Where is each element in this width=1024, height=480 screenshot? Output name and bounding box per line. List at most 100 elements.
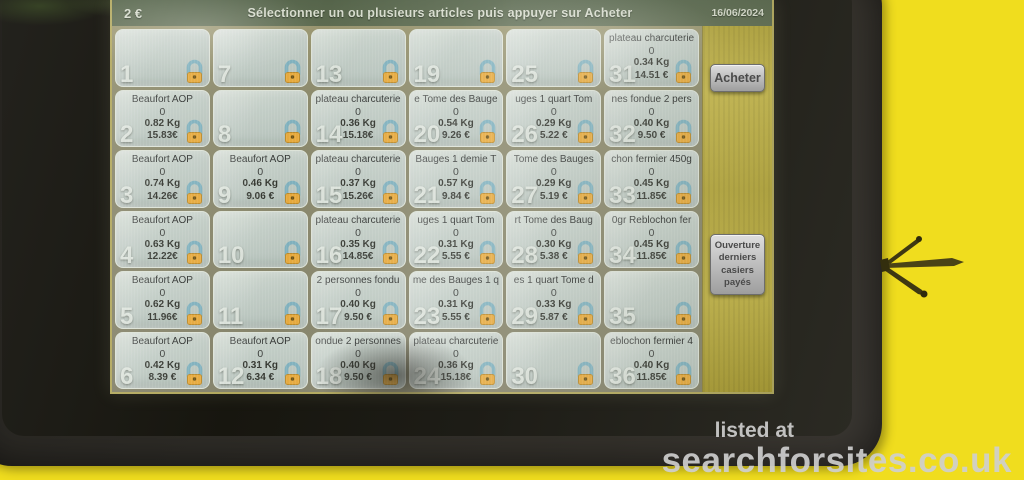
product-tile[interactable]: Beaufort AOP 0 0.62 Kg 11.96€ 5 (115, 271, 210, 329)
product-tile[interactable]: 8 (212, 89, 308, 147)
watermark: listed at searchforsites.co.uk (662, 420, 1012, 478)
product-tile[interactable]: ondue 2 personnes 0 0.40 Kg 9.50 € 18 (310, 331, 406, 389)
tile-quantity: 0 (550, 287, 557, 299)
product-tile[interactable]: 11 (212, 271, 308, 329)
tile-product-name: nes fondue 2 pers (611, 93, 692, 105)
product-tile[interactable]: nes fondue 2 pers 0 0.40 Kg 9.50 € 32 (604, 89, 699, 147)
tile-number: 21 (413, 181, 441, 208)
lock-icon (282, 240, 303, 265)
product-tile[interactable]: 7 (212, 29, 308, 87)
product-tile[interactable]: Beaufort AOP 0 0.82 Kg 15.83€ 2 (115, 89, 210, 147)
tile-quantity (507, 45, 600, 57)
tile-quantity (507, 348, 600, 360)
tile-product-name (214, 214, 307, 227)
product-tile[interactable]: Tome des Bauges 0 0.29 Kg 5.19 € 27 (506, 150, 602, 208)
lock-icon (575, 119, 596, 144)
lock-icon (184, 361, 205, 386)
tile-quantity: 0 (648, 45, 655, 57)
lock-icon (673, 240, 694, 265)
product-tile[interactable]: me des Bauges 1 q 0 0.31 Kg 5.55 € 23 (408, 271, 504, 329)
instruction-text: Sélectionner un ou plusieurs articles pu… (247, 6, 633, 20)
product-tile[interactable]: 30 (506, 331, 602, 389)
tile-quantity (605, 287, 698, 299)
tile-number: 1 (120, 60, 134, 87)
lock-icon (673, 301, 694, 326)
screen-main: 1 Beaufort AOP 0 0.82 Kg 15.83€ 2 Beaufo… (112, 26, 772, 392)
product-tile[interactable]: chon fermier 450g 0 0.45 Kg 11.85€ 33 (604, 150, 699, 208)
lock-icon (184, 301, 205, 326)
action-sidebar: Acheter Ouverture derniers casiers payés (702, 26, 772, 392)
lock-icon (380, 119, 401, 144)
tile-product-name: plateau charcuterie (315, 154, 401, 165)
tile-product-name: Beaufort AOP (131, 154, 193, 165)
tile-quantity: 0 (355, 287, 361, 299)
product-tile[interactable]: e Tome des Bauge 0 0.54 Kg 9.26 € 20 (408, 89, 504, 147)
product-tile[interactable]: uges 1 quart Tom 0 0.31 Kg 5.55 € 22 (408, 210, 504, 268)
product-tile[interactable]: Beaufort AOP 0 0.42 Kg 8.39 € 6 (115, 331, 210, 389)
tile-quantity: 0 (159, 166, 166, 178)
product-tile[interactable]: Beaufort AOP 0 0.74 Kg 14.26€ 3 (115, 150, 210, 208)
product-tile[interactable]: es 1 quart Tome d 0 0.33 Kg 5.87 € 29 (506, 271, 602, 329)
product-tile[interactable]: 25 (506, 29, 602, 87)
product-tile[interactable]: Bauges 1 demie T 0 0.57 Kg 9.84 € 21 (408, 150, 504, 208)
tile-number: 23 (413, 302, 441, 329)
lock-icon (184, 240, 205, 265)
tile-product-name: Beaufort AOP (229, 154, 291, 165)
tile-quantity: 0 (648, 347, 655, 360)
tile-quantity: 0 (159, 347, 166, 360)
tile-quantity: 0 (355, 226, 361, 239)
product-tile[interactable]: rt Tome des Baug 0 0.30 Kg 5.38 € 28 (506, 210, 602, 268)
tile-product-name: 2 personnes fondu (316, 275, 400, 286)
product-tile[interactable]: 2 personnes fondu 0 0.40 Kg 9.50 € 17 (310, 271, 406, 329)
tile-number: 35 (609, 302, 636, 329)
product-tile[interactable]: Beaufort AOP 0 0.31 Kg 6.34 € 12 (212, 331, 308, 389)
tile-quantity: 0 (550, 105, 557, 118)
product-tile[interactable]: 35 (604, 271, 699, 329)
product-tile[interactable]: 13 (310, 29, 406, 87)
product-tile[interactable]: 1 (115, 29, 210, 87)
lock-icon (380, 240, 401, 265)
tile-number: 19 (413, 60, 441, 87)
tile-product-name: Beaufort AOP (229, 335, 291, 347)
lock-icon (477, 301, 498, 326)
lock-icon (477, 59, 498, 84)
product-tile[interactable]: plateau charcuterie 0 0.37 Kg 15.26€ 15 (310, 150, 406, 208)
product-grid: 1 Beaufort AOP 0 0.82 Kg 15.83€ 2 Beaufo… (112, 26, 702, 392)
tile-number: 8 (217, 121, 232, 147)
tile-product-name: rt Tome des Baug (514, 214, 593, 226)
tile-product-name (312, 32, 405, 45)
tile-number: 22 (413, 242, 441, 268)
tile-number: 12 (217, 363, 245, 389)
product-tile[interactable]: Beaufort AOP 0 0.63 Kg 12.22€ 4 (115, 210, 210, 268)
tile-product-name (214, 93, 307, 106)
tile-product-name: eblochon fermier 4 (610, 335, 693, 347)
lock-icon (184, 119, 205, 144)
product-tile[interactable]: plateau charcuterie 0 0.36 Kg 15.18€ 24 (408, 331, 504, 389)
tile-quantity: 0 (355, 347, 361, 360)
product-tile[interactable]: Beaufort AOP 0 0.46 Kg 9.06 € 9 (212, 150, 308, 208)
tile-quantity (410, 45, 503, 57)
product-tile[interactable]: plateau charcuterie 0 0.35 Kg 14.85€ 16 (310, 210, 406, 268)
tile-product-name (605, 274, 698, 287)
tile-number: 4 (120, 242, 134, 268)
tile-number: 25 (511, 60, 539, 87)
tile-product-name: Bauges 1 demie T (415, 154, 497, 165)
tile-quantity: 0 (550, 226, 557, 239)
lock-icon (380, 180, 401, 205)
tile-product-name: Beaufort AOP (131, 214, 193, 226)
product-tile[interactable]: 0gr Reblochon fer 0 0.45 Kg 11.85€ 34 (604, 210, 699, 268)
open-paid-lockers-button[interactable]: Ouverture derniers casiers payés (710, 234, 765, 296)
tile-product-name: me des Bauges 1 q (412, 275, 499, 286)
product-tile[interactable]: plateau charcuterie 0 0.36 Kg 15.18€ 14 (310, 89, 406, 147)
buy-button[interactable]: Acheter (710, 64, 765, 92)
lock-icon (282, 361, 303, 386)
product-tile[interactable]: plateau charcuterie 0 0.34 Kg 14.51 € 31 (604, 29, 699, 87)
product-tile[interactable]: eblochon fermier 4 0 0.40 Kg 11.85€ 36 (604, 331, 699, 389)
lock-icon (282, 119, 303, 144)
product-tile[interactable]: 10 (212, 210, 308, 268)
tile-product-name: Beaufort AOP (131, 335, 193, 347)
lock-icon (380, 301, 401, 326)
product-tile[interactable]: 19 (408, 29, 504, 87)
product-tile[interactable]: uges 1 quart Tom 0 0.29 Kg 5.22 € 26 (506, 89, 602, 147)
